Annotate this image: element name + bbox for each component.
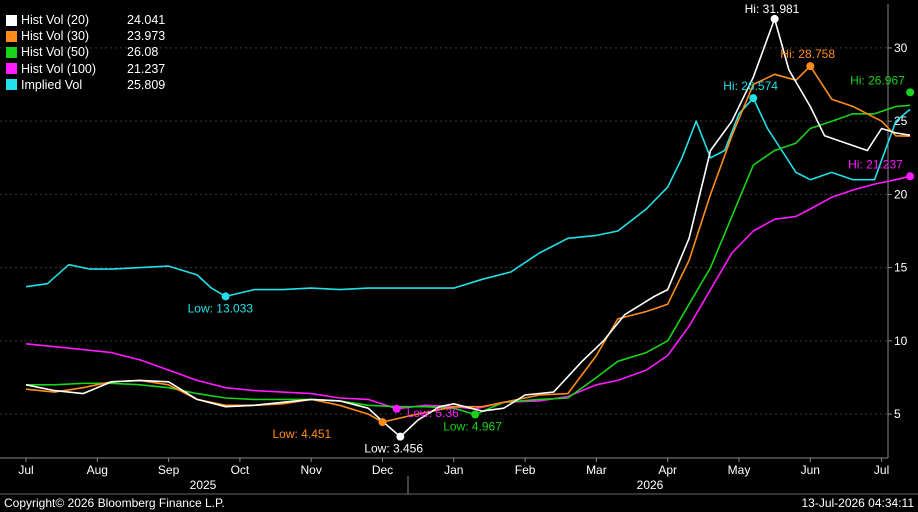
- legend-item: Hist Vol (30) 23.973: [6, 28, 165, 44]
- series-line: [25, 18, 911, 438]
- x-tick-label: Oct: [231, 463, 250, 477]
- y-tick-label: 10: [894, 334, 908, 348]
- legend-item: Hist Vol (100) 21.237: [6, 61, 165, 77]
- annotation-marker: [396, 432, 405, 441]
- series-line: [26, 104, 911, 416]
- annotation-marker: [378, 418, 387, 427]
- year-label: 2026: [637, 478, 664, 492]
- annotation-label: Hi: 31.981: [745, 2, 800, 16]
- y-tick-label: 5: [894, 407, 901, 421]
- annotation-label: Low: 4.967: [443, 420, 502, 434]
- annotation-label: Low: 3.456: [364, 442, 423, 456]
- annotation-label: Hi: 26.967: [850, 73, 905, 87]
- series-line: [25, 97, 911, 298]
- legend-swatch-icon: [6, 30, 17, 42]
- legend-swatch-icon: [6, 79, 17, 91]
- annotation-marker: [770, 14, 779, 23]
- copyright-text: Copyright© 2026 Bloomberg Finance L.P.: [4, 496, 225, 510]
- x-tick-label: Jul: [18, 463, 33, 477]
- annotation-marker: [471, 410, 480, 419]
- x-tick-label: May: [728, 463, 751, 477]
- legend-label: Implied Vol: [21, 77, 83, 92]
- legend-item: Hist Vol (20) 24.041: [6, 12, 165, 28]
- x-tick-label: Dec: [372, 463, 393, 477]
- legend: Hist Vol (20) 24.041 Hist Vol (30) 23.97…: [6, 12, 165, 93]
- annotation-label: Hi: 26.574: [723, 79, 778, 93]
- annotation-label: Hi: 28.758: [780, 47, 835, 61]
- legend-value: 21.237: [127, 61, 166, 76]
- x-tick-label: Jan: [444, 463, 463, 477]
- x-tick-label: Sep: [158, 463, 180, 477]
- annotation-marker: [221, 292, 230, 301]
- series-line: [25, 65, 911, 423]
- y-tick-label: 15: [894, 261, 908, 275]
- x-tick-label: Apr: [658, 463, 677, 477]
- annotation-marker: [749, 94, 758, 103]
- x-tick-label: Jun: [801, 463, 820, 477]
- annotation-marker: [806, 62, 815, 71]
- legend-label: Hist Vol (50): [21, 45, 90, 60]
- year-label: 2025: [190, 478, 217, 492]
- x-tick-label: Jul: [874, 463, 889, 477]
- x-tick-label: Aug: [87, 463, 108, 477]
- annotation-marker: [906, 88, 915, 97]
- series-line: [25, 175, 911, 410]
- x-tick-label: Feb: [515, 463, 536, 477]
- annotation-marker: [392, 404, 401, 413]
- legend-swatch-icon: [6, 47, 17, 58]
- legend-label: Hist Vol (30): [21, 29, 90, 44]
- y-tick-label: 25: [894, 114, 908, 128]
- timestamp-text: 13-Jul-2026 04:34:11: [801, 496, 914, 510]
- legend-swatch-icon: [6, 63, 17, 75]
- legend-value: 25.809: [127, 77, 166, 92]
- legend-item: Implied Vol 25.809: [6, 77, 165, 93]
- annotation-label: Hi: 21.237: [848, 157, 903, 171]
- legend-label: Hist Vol (100): [21, 61, 97, 76]
- x-tick-label: Nov: [301, 463, 322, 477]
- annotation-label: Low: 4.451: [273, 427, 332, 441]
- legend-label: Hist Vol (20): [21, 13, 90, 27]
- legend-item: Hist Vol (50) 26.08: [6, 44, 165, 60]
- legend-swatch-icon: [6, 14, 17, 26]
- legend-value: 26.08: [127, 45, 159, 60]
- annotation-label: Low: 13.033: [188, 301, 254, 315]
- annotation-marker: [906, 172, 915, 181]
- legend-value: 24.041: [127, 13, 166, 27]
- x-tick-label: Mar: [586, 463, 607, 477]
- y-tick-label: 30: [894, 41, 908, 55]
- annotation-label: Low: 5.36: [407, 406, 459, 420]
- legend-value: 23.973: [127, 29, 166, 44]
- y-tick-label: 20: [894, 187, 908, 201]
